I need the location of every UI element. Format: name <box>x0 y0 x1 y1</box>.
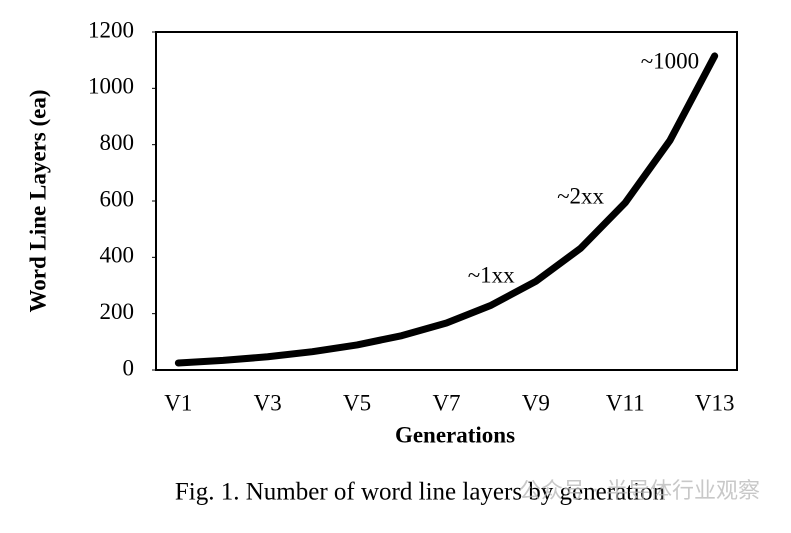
y-axis-label: Word Line Layers (ea) <box>25 90 50 313</box>
data-line <box>174 52 719 367</box>
y-tick-label: 1200 <box>88 17 134 42</box>
annotation: ~2xx <box>557 183 604 208</box>
y-tick-label: 0 <box>123 355 135 380</box>
annotation: ~1xx <box>468 262 515 287</box>
watermark: 公众号 · 半导体行业观察 <box>519 479 760 504</box>
y-tick-label: 200 <box>100 299 135 324</box>
y-tick-label: 1000 <box>88 74 134 99</box>
x-tick-label: V11 <box>606 390 645 415</box>
y-tick-label: 400 <box>100 243 135 268</box>
caption: Fig. 1. Number of word line layers by ge… <box>175 479 666 506</box>
x-tick-label: V3 <box>254 390 282 415</box>
annotation: ~1000 <box>641 48 699 73</box>
x-tick-label: V9 <box>522 390 550 415</box>
x-axis-label: Generations <box>395 422 515 447</box>
x-tick-label: V1 <box>164 390 192 415</box>
x-tick-label: V5 <box>343 390 371 415</box>
x-tick-label: V7 <box>432 390 460 415</box>
x-tick-label: V13 <box>695 390 735 415</box>
y-tick-label: 800 <box>100 130 135 155</box>
y-tick-label: 600 <box>100 186 135 211</box>
